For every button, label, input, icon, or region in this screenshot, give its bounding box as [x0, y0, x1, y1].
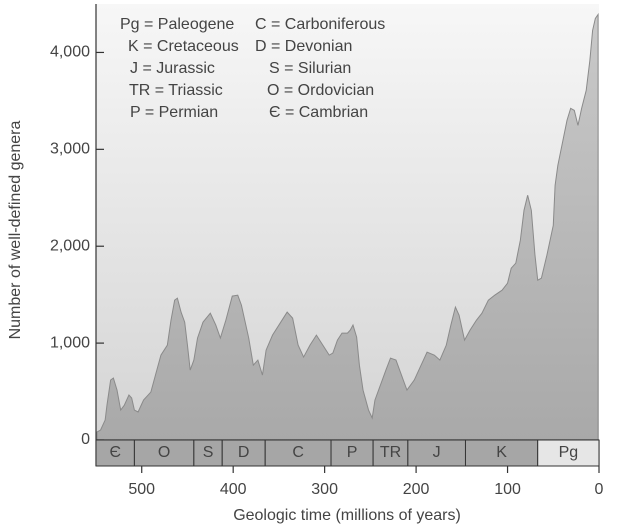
y-tick-label: 3,000: [50, 141, 90, 158]
x-tick-label: 200: [403, 481, 430, 498]
legend-entry: Pg = Paleogene: [120, 16, 234, 33]
period-label: TR: [380, 444, 401, 461]
legend-entry: D = Devonian: [255, 38, 352, 55]
period-label: Є: [109, 444, 121, 461]
period-label: Pg: [559, 444, 579, 461]
y-tick-label: 0: [81, 431, 90, 448]
period-label: J: [433, 444, 441, 461]
period-label: S: [203, 444, 214, 461]
legend-entry: J = Jurassic: [130, 60, 215, 77]
legend-entry: K = Cretaceous: [128, 38, 239, 55]
x-tick-label: 400: [220, 481, 247, 498]
period-label: O: [158, 444, 170, 461]
legend-entry: C = Carboniferous: [255, 16, 385, 33]
x-tick-label: 500: [128, 481, 155, 498]
x-tick-label: 0: [595, 481, 604, 498]
period-box: [133, 439, 195, 467]
period-label: K: [496, 444, 507, 461]
period-box: [221, 439, 266, 467]
y-tick-label: 1,000: [50, 334, 90, 351]
x-axis-title: Geologic time (millions of years): [233, 507, 461, 524]
period-box: [95, 439, 135, 467]
y-tick-label: 2,000: [50, 237, 90, 254]
y-axis-title: Number of well-defined genera: [7, 121, 24, 340]
legend-entry: S = Silurian: [269, 60, 351, 77]
legend-entry: TR = Triassic: [129, 82, 223, 99]
area: [96, 12, 599, 441]
legend-entry: Є = Cambrian: [269, 104, 368, 121]
period-box: [537, 439, 600, 467]
legend-entry: P = Permian: [130, 104, 218, 121]
period-label: C: [292, 444, 304, 461]
x-tick-label: 300: [311, 481, 338, 498]
period-label: P: [347, 444, 358, 461]
y-tick-label: 4,000: [50, 44, 90, 61]
period-box: [407, 439, 466, 467]
legend-entry: O = Ordovician: [267, 82, 374, 99]
period-box: [464, 439, 539, 467]
x-tick-label: 100: [494, 481, 521, 498]
period-label: D: [238, 444, 250, 461]
